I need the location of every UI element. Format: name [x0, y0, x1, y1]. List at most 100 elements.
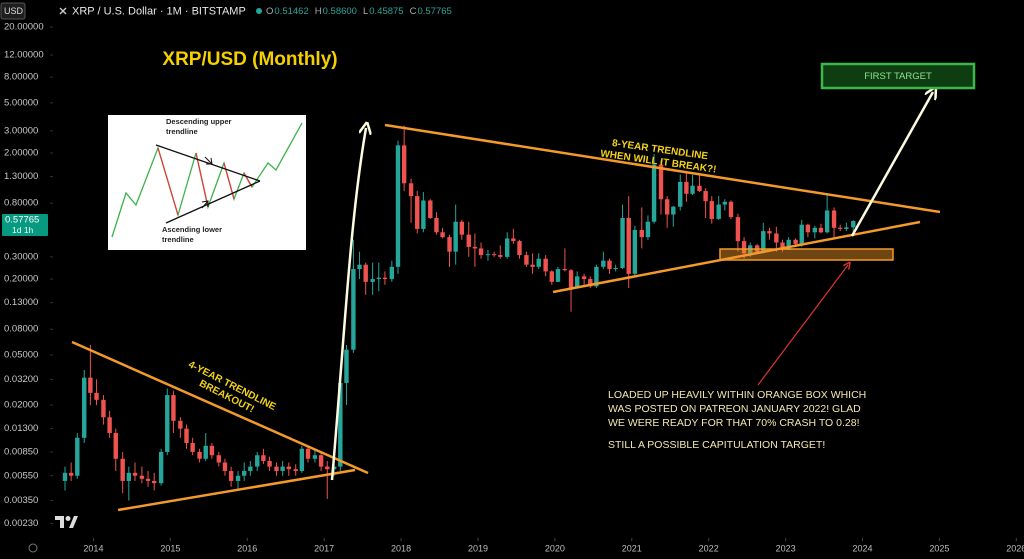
settings-icon[interactable]: [28, 543, 38, 553]
candle-body: [158, 451, 164, 484]
candle-body: [562, 269, 568, 271]
y-tick-label: 1.30000: [4, 171, 38, 182]
candle-body: [228, 470, 234, 481]
candle-body: [235, 475, 241, 481]
y-tick-label: 0.02000: [4, 400, 38, 411]
candle-body: [165, 395, 170, 452]
y-tick-label: 0.01300: [4, 423, 38, 434]
candle-body: [690, 185, 695, 194]
candle-body: [382, 277, 388, 280]
candle-body: [171, 395, 176, 421]
y-tick-label: 0.00230: [4, 518, 38, 529]
candle-body: [697, 185, 702, 191]
symbol: XRP / U.S. Dollar · 1M · BITSTAMP: [72, 5, 246, 17]
candle-body: [543, 258, 548, 272]
candle-body: [209, 445, 215, 456]
y-tick-label: 5.00000: [4, 97, 38, 108]
chart-title: XRP/USD (Monthly): [162, 49, 337, 70]
ohlc-name: C: [410, 6, 417, 17]
candle-body: [338, 382, 343, 467]
x-tick-label: 2018: [391, 543, 411, 553]
target-label: FIRST TARGET: [864, 71, 932, 82]
y-tick-label: 0.20000: [4, 274, 38, 285]
ohlc-value: 0.45875: [369, 6, 403, 17]
candle-body: [818, 227, 824, 233]
trendlines: [71, 123, 941, 512]
candle-body: [370, 279, 375, 282]
candle-body: [645, 221, 651, 238]
ohlc-name: O: [266, 6, 273, 17]
currency-box[interactable]: [0, 2, 26, 20]
candle-body: [741, 241, 747, 254]
candle-body: [728, 201, 734, 218]
candle-body: [190, 443, 195, 452]
candle-body: [498, 255, 503, 257]
candle-body: [530, 264, 535, 267]
candle-body: [472, 246, 478, 249]
countdown: 1d 1h: [12, 225, 34, 235]
candle-body: [94, 392, 99, 400]
candle-body: [684, 181, 689, 194]
candle-body: [241, 470, 247, 476]
candle-body: [658, 164, 664, 200]
candle-body: [145, 478, 151, 481]
candle-body: [421, 200, 426, 229]
candle-body: [786, 239, 791, 251]
candle-body: [248, 466, 253, 471]
candle-body: [113, 433, 118, 459]
candle-body: [216, 455, 222, 463]
inset-label: trendline: [162, 235, 194, 244]
candle-body: [478, 248, 484, 256]
candle-body: [107, 417, 112, 434]
x-tick-label: 2015: [160, 543, 180, 553]
candle-body: [761, 231, 766, 252]
red-arrow: [757, 265, 848, 386]
candle-body: [280, 466, 285, 471]
candle-body: [184, 428, 189, 444]
candle-body: [440, 232, 445, 238]
candle-body: [607, 260, 612, 270]
inset-label: trendline: [166, 127, 198, 136]
x-tick-label: 2019: [468, 543, 488, 553]
candle-body: [812, 227, 818, 233]
trendline: [117, 468, 356, 512]
candle-body: [851, 220, 856, 228]
toolbar: USD XRP / U.S. Dollar · 1M · BITSTAMP O 0…: [0, 2, 452, 20]
x-tick-label: 2017: [314, 543, 334, 553]
candle-body: [222, 462, 228, 471]
y-tick-label: 0.00850: [4, 446, 38, 457]
candle-body: [466, 234, 471, 247]
candle-body: [459, 221, 465, 235]
y-tick-label: 0.00350: [4, 495, 38, 506]
ohlc-name: L: [363, 6, 368, 17]
candle-body: [632, 230, 638, 274]
currency: USD: [4, 6, 24, 16]
note-line: LOADED UP HEAVILY WITHIN ORANGE BOX WHIC…: [608, 389, 866, 401]
candle-body: [132, 472, 138, 476]
candle-body: [485, 254, 491, 256]
candle-body: [363, 264, 368, 282]
y-tick-label: 0.03200: [4, 374, 38, 385]
candle-body: [325, 466, 330, 470]
inset-down-legs: [157, 147, 253, 216]
candle-body: [88, 377, 93, 393]
x-tick-label: 2024: [852, 543, 872, 553]
candle-body: [401, 145, 407, 184]
inset-triangle: [155, 144, 261, 224]
candle-body: [735, 217, 741, 242]
target-box: [820, 62, 976, 90]
close-icon[interactable]: [59, 7, 67, 15]
note-line: WAS POSTED ON PATREON JANUARY 2022! GLAD: [608, 403, 861, 415]
candle-body: [664, 199, 670, 215]
candle-body: [722, 201, 728, 205]
candle-body: [434, 218, 439, 233]
inset-up-legs: [111, 122, 303, 238]
trendline: [71, 340, 369, 475]
y-tick-label: 3.00000: [4, 125, 38, 136]
candle-body: [555, 269, 561, 282]
candle-body: [447, 237, 452, 252]
candle-body: [620, 218, 625, 268]
y-tick-label: 8.00000: [4, 72, 38, 83]
ohlc-value: 0.58600: [323, 6, 357, 17]
candle-body: [601, 260, 606, 267]
